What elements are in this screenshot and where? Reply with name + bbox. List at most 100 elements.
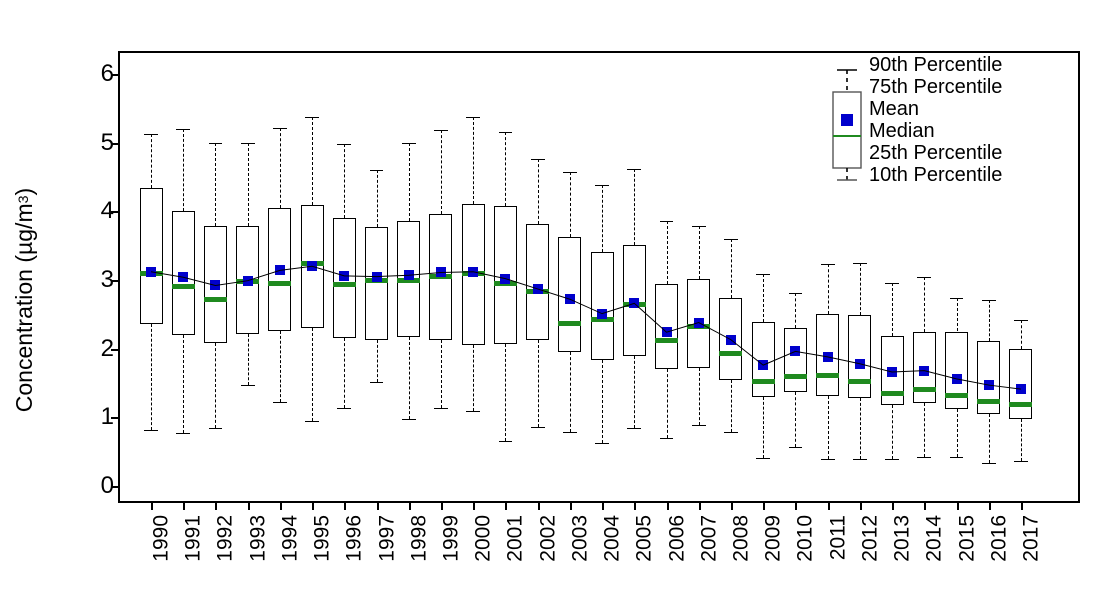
mean-marker (661, 327, 672, 338)
whisker-lower (505, 343, 507, 441)
box-iqr (848, 315, 872, 399)
whisker-cap-p10 (852, 459, 867, 461)
y-tick-label: 4 (100, 197, 114, 225)
x-tick-label-1991: 1991 (181, 515, 205, 562)
whisker-cap-p10 (176, 433, 191, 435)
whisker-lower (344, 337, 346, 408)
whisker-upper (956, 297, 958, 332)
whisker-lower (1020, 418, 1022, 462)
whisker-cap-p90 (981, 299, 996, 301)
mean-marker (564, 294, 575, 305)
x-tick-label-2002: 2002 (536, 515, 560, 562)
plot-inner: 0 1 2 3 4 5 6 1990 1991 1992 1993 1994 1995 1996 1997… (101, 53, 1078, 562)
x-tick-label-2010: 2010 (793, 515, 817, 562)
mean-marker (983, 380, 994, 391)
whisker-cap-p10 (240, 385, 255, 387)
median-line (912, 386, 936, 392)
whisker-cap-p10 (466, 411, 481, 413)
whisker-upper (859, 262, 861, 315)
whisker-lower (376, 339, 378, 382)
whisker-lower (666, 369, 668, 438)
box-iqr (139, 187, 163, 324)
whisker-upper (666, 220, 668, 285)
whisker-lower (859, 398, 861, 460)
whisker-upper (763, 273, 765, 322)
legend-boxplot-glyph (832, 69, 862, 181)
y-tick-label: 3 (100, 266, 114, 293)
x-tick-label-2007: 2007 (697, 515, 721, 562)
whisker-upper (408, 143, 410, 221)
mean-marker (790, 346, 801, 357)
x-tick-label-1999: 1999 (439, 515, 463, 562)
x-tick-mark-2009 (763, 501, 766, 510)
x-tick-mark-2012 (859, 501, 862, 510)
x-tick-mark-2017 (1020, 501, 1023, 510)
y-axis-title-exponent: 3 (16, 195, 32, 204)
x-tick-label-2011: 2011 (826, 515, 850, 561)
whisker-cap-p90 (885, 282, 899, 284)
x-tick-label-2008: 2008 (729, 515, 753, 562)
whisker-cap-p10 (337, 407, 352, 409)
whisker-cap-p90 (240, 143, 255, 145)
median-line (332, 282, 356, 288)
x-tick-mark-2003 (569, 501, 572, 510)
whisker-cap-p90 (788, 293, 803, 295)
x-tick-label-2017: 2017 (1019, 515, 1043, 562)
y-tick-mark (111, 142, 120, 145)
mean-marker (371, 271, 382, 282)
whisker-lower (183, 334, 185, 434)
whisker-cap-p90 (401, 143, 416, 145)
median-line (1009, 402, 1033, 408)
whisker-upper (698, 225, 700, 280)
whisker-lower (151, 323, 152, 430)
y-tick-mark (111, 417, 120, 420)
whisker-lower (698, 367, 700, 425)
y-axis-title-text: Concentration (µg/m (10, 203, 37, 413)
median-line (880, 390, 904, 396)
x-tick-mark-2002 (537, 501, 540, 510)
whisker-upper (473, 116, 475, 204)
whisker-cap-p90 (756, 273, 771, 275)
y-tick-mark (111, 280, 120, 282)
whisker-upper (634, 168, 636, 245)
whisker-lower (569, 352, 571, 433)
mean-marker (532, 283, 543, 294)
whisker-upper (569, 171, 571, 238)
median-line (977, 399, 1001, 405)
whisker-cap-p90 (208, 143, 223, 145)
mean-marker (951, 373, 962, 384)
x-tick-label-2000: 2000 (471, 515, 495, 562)
mean-marker (597, 308, 608, 319)
x-tick-mark-1999 (440, 501, 443, 510)
whisker-lower (730, 379, 732, 433)
x-tick-mark-2005 (634, 501, 637, 510)
whisker-lower (215, 343, 217, 429)
whisker-lower (924, 402, 926, 458)
mean-marker (307, 261, 318, 272)
x-tick-mark-2010 (795, 501, 798, 510)
x-tick-label-2014: 2014 (922, 515, 946, 562)
x-tick-mark-1995 (312, 501, 315, 510)
whisker-upper (505, 131, 507, 206)
x-tick-mark-2001 (505, 501, 508, 510)
whisker-cap-p10 (659, 437, 674, 439)
whisker-cap-p10 (949, 457, 964, 459)
mean-marker (339, 270, 350, 281)
x-tick-mark-1997 (376, 501, 379, 510)
whisker-cap-p10 (530, 426, 545, 428)
whisker-upper (1020, 319, 1022, 349)
whisker-cap-p10 (788, 446, 803, 448)
whisker-upper (795, 293, 797, 329)
whisker-lower (634, 355, 636, 429)
x-tick-label-1993: 1993 (246, 515, 270, 562)
whisker-cap-p10 (401, 418, 416, 420)
whisker-lower (988, 413, 990, 464)
whisker-cap-p90 (820, 264, 835, 266)
whisker-cap-p10 (691, 424, 706, 426)
whisker-lower (312, 328, 314, 421)
median-line (816, 372, 840, 378)
legend: 90th Percentile 75th Percentile Mean Median… (823, 54, 1023, 188)
whisker-upper (988, 299, 990, 342)
whisker-cap-p90 (659, 220, 674, 222)
